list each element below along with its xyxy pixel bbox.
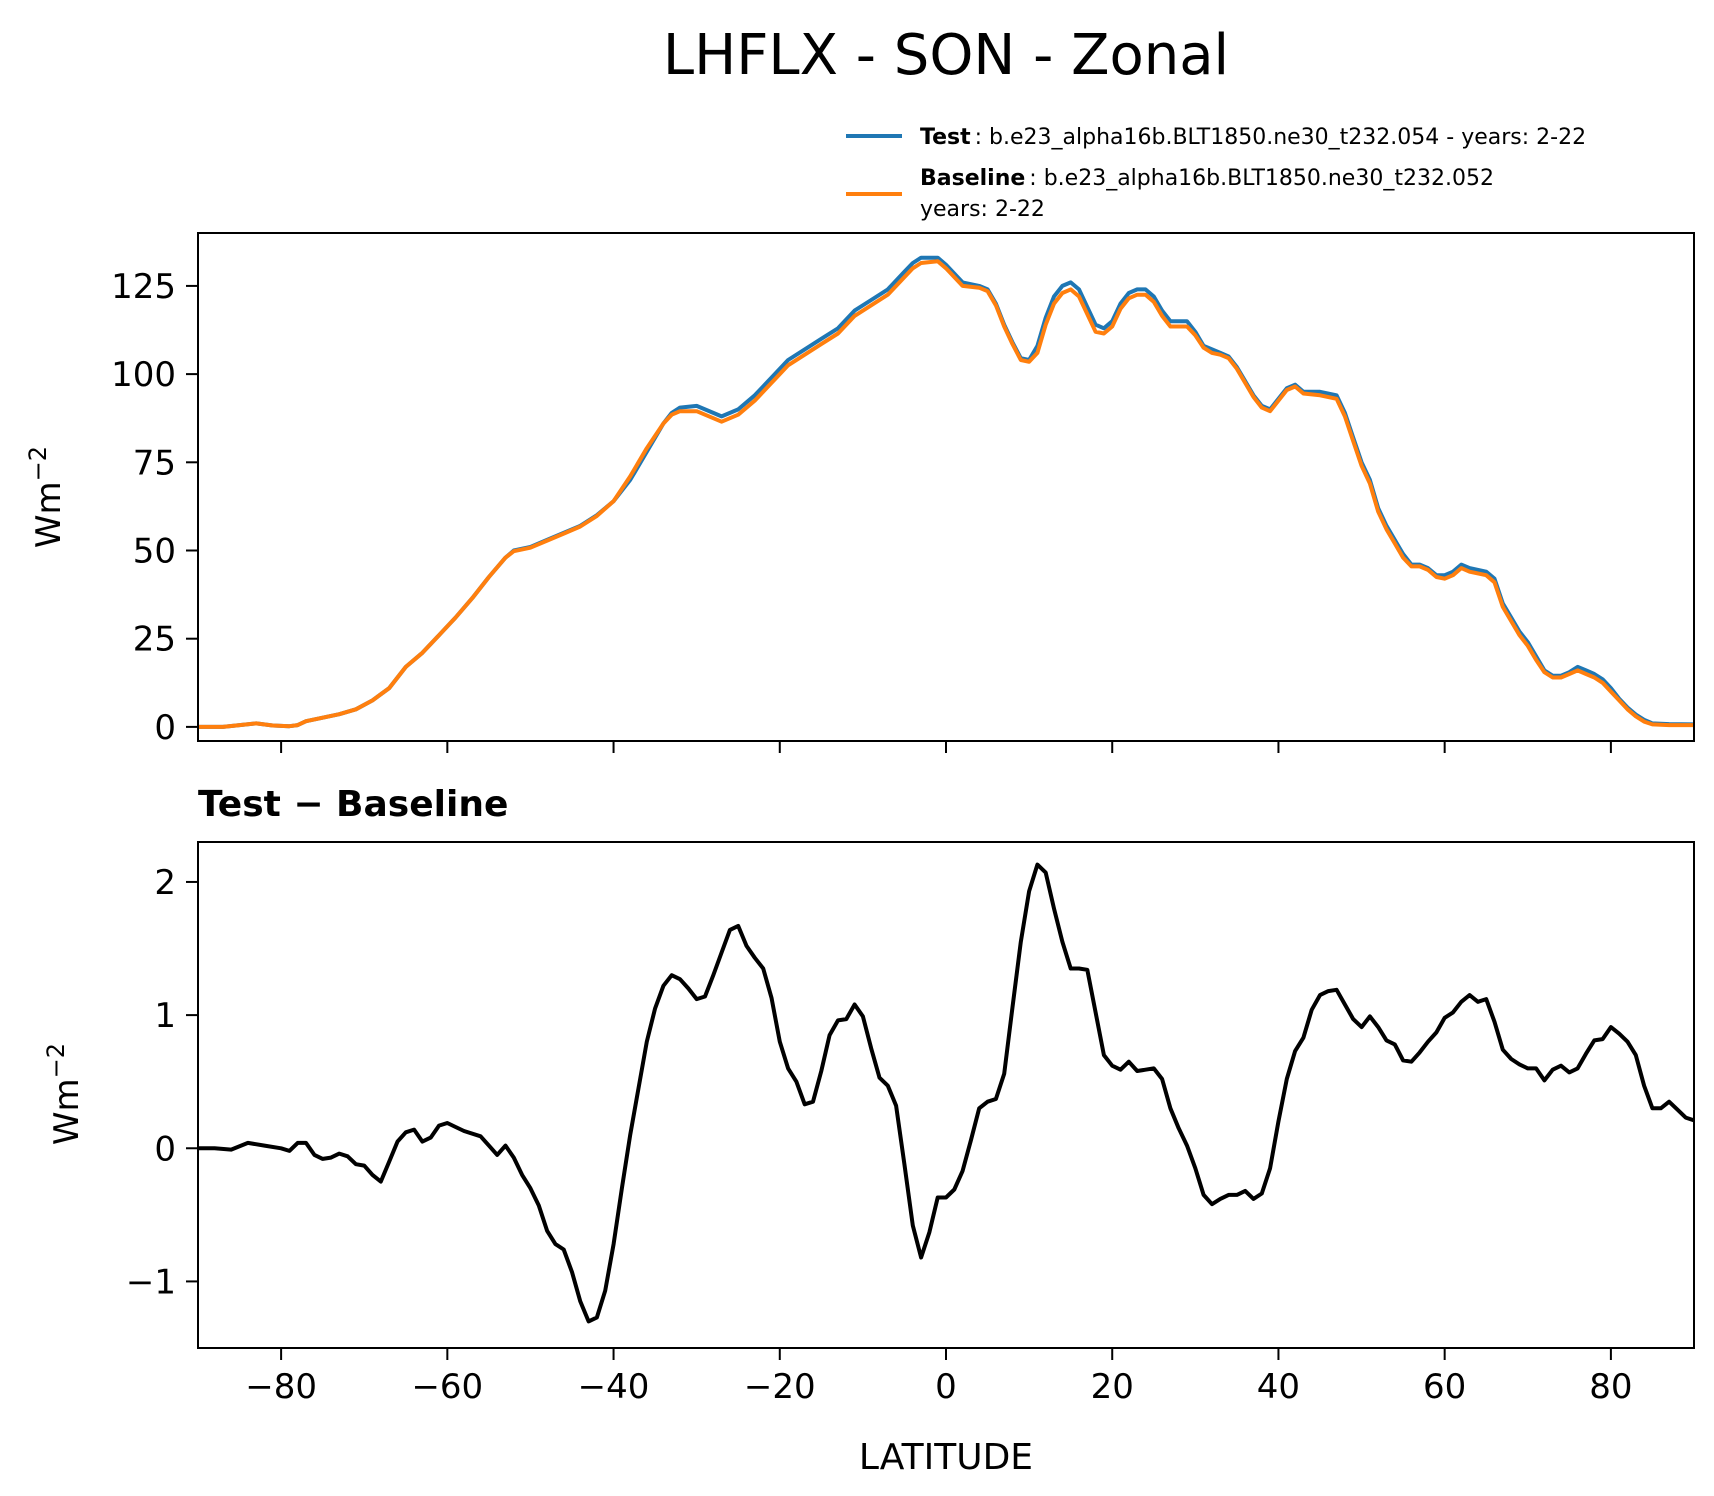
y-tick-label: 75 — [133, 443, 176, 483]
x-tick-label: 20 — [1091, 1367, 1134, 1407]
ylabel-exponent: −2 — [24, 446, 52, 481]
legend-baseline-desc: : b.e23_alpha16b.BLT1850.ne30_t232.052 — [1029, 166, 1494, 191]
x-tick-label: 60 — [1423, 1367, 1466, 1407]
top-panel: Wm−2 0 25 50 75 100 125 — [24, 232, 1695, 753]
top-ticks: 0 25 50 75 100 125 — [111, 267, 1612, 753]
series-line-test-baseline — [198, 862, 1694, 1324]
bottom-axes-frame — [197, 841, 1695, 1349]
figure-title: LHFLX - SON - Zonal — [663, 23, 1229, 88]
legend-baseline-label: Baseline — [920, 166, 1025, 191]
ylabel-base: Wm — [47, 1078, 87, 1145]
x-tick-label: −40 — [578, 1367, 650, 1407]
x-tick-label: −80 — [245, 1367, 317, 1407]
bottom-ylabel: Wm−2 — [42, 1043, 87, 1145]
y-tick-label: −1 — [126, 1262, 176, 1302]
ylabel-exponent: −2 — [42, 1043, 70, 1078]
legend-baseline-text: Baseline: b.e23_alpha16b.BLT1850.ne30_t2… — [920, 166, 1494, 191]
y-tick-label: 0 — [154, 708, 176, 748]
y-tick-label: 1 — [154, 996, 176, 1036]
y-tick-label: 125 — [111, 267, 176, 307]
legend: Test: b.e23_alpha16b.BLT1850.ne30_t232.0… — [846, 125, 1586, 222]
bottom-panel: Test − Baseline Wm−2 −80 −60 −40 −20 0 20 40 60… — [42, 784, 1695, 1478]
x-tick-label: 80 — [1589, 1367, 1632, 1407]
y-tick-label: 2 — [154, 863, 176, 903]
top-ylabel-group: Wm−2 — [24, 446, 69, 548]
legend-test-label: Test — [920, 125, 971, 150]
legend-test-desc: : b.e23_alpha16b.BLT1850.ne30_t232.054 -… — [975, 125, 1586, 150]
legend-test-text: Test: b.e23_alpha16b.BLT1850.ne30_t232.0… — [920, 125, 1586, 150]
ylabel-base: Wm — [29, 481, 69, 548]
top-ylabel: Wm−2 — [24, 446, 69, 548]
y-tick-label: 50 — [133, 532, 176, 572]
y-tick-label: 0 — [154, 1129, 176, 1169]
bottom-ticks: −80 −60 −40 −20 0 20 40 60 80 −1 0 1 2 — [126, 863, 1633, 1407]
x-tick-label: 0 — [935, 1367, 957, 1407]
x-tick-label: 40 — [1257, 1367, 1300, 1407]
bottom-panel-title: Test − Baseline — [198, 784, 508, 825]
x-tick-label: −20 — [744, 1367, 816, 1407]
legend-baseline-desc-line2: years: 2-22 — [920, 197, 1045, 222]
y-tick-label: 25 — [133, 620, 176, 660]
bottom-xlabel: LATITUDE — [859, 1437, 1033, 1478]
top-axes-frame — [197, 232, 1695, 742]
y-tick-label: 100 — [111, 355, 176, 395]
bottom-ylabel-group: Wm−2 — [42, 1043, 87, 1145]
top-lines — [198, 255, 1694, 729]
series-line-baseline — [198, 259, 1694, 729]
x-tick-label: −60 — [411, 1367, 483, 1407]
bottom-lines — [198, 862, 1694, 1324]
